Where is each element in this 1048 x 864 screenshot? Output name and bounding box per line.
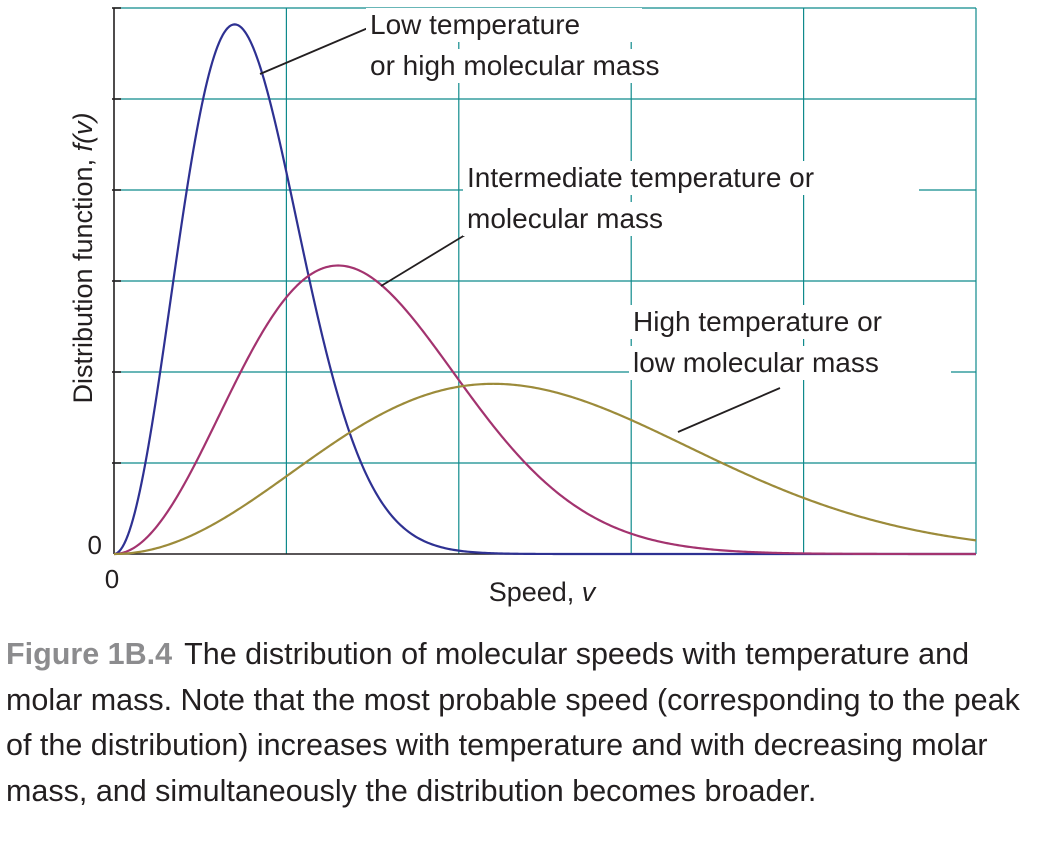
figure-caption: Figure 1B.4 The distribution of molecular…: [6, 632, 1042, 814]
x-axis-label: Speed, v: [489, 577, 597, 607]
speed-distribution-chart: 0 0 Speed, v Distribution function, f(v)…: [68, 7, 977, 607]
figure-caption-text: The distribution of molecular speeds wit…: [6, 637, 1020, 808]
chart-grid: [114, 7, 977, 554]
curve-low: [113, 23, 976, 556]
x-axis-label-variable: v: [582, 577, 597, 607]
y-axis-label: Distribution function, f(v): [68, 112, 98, 403]
annotation-low-line-1: Low temperature: [370, 9, 580, 40]
curve-mid: [113, 264, 976, 556]
annotation-leaders: [259, 27, 781, 433]
annotation-mid: Intermediate temperature or molecular ma…: [463, 161, 919, 236]
x-origin-label: 0: [105, 564, 119, 594]
annotation-high-line-1: High temperature or: [633, 306, 882, 337]
leader-line-high: [677, 387, 781, 433]
annotation-high: High temperature or low molecular mass: [629, 305, 955, 380]
annotation-mid-line-1: Intermediate temperature or: [467, 162, 814, 193]
y-axis-label-variable: f(v): [68, 112, 98, 151]
y-axis-label-text: Distribution function,: [68, 151, 98, 403]
y-origin-label: 0: [88, 530, 102, 560]
annotation-mid-line-2: molecular mass: [467, 203, 663, 234]
leader-line-low: [259, 27, 369, 75]
leader-line-mid: [380, 234, 466, 287]
annotation-high-line-2: low molecular mass: [633, 347, 879, 378]
annotation-low-line-2: or high molecular mass: [370, 50, 659, 81]
curve-high: [113, 382, 977, 556]
figure-caption-label: Figure 1B.4: [6, 637, 173, 671]
annotation-low: Low temperature or high molecular mass: [366, 8, 742, 83]
x-axis-label-text: Speed,: [489, 577, 582, 607]
chart-curves: [113, 23, 977, 556]
